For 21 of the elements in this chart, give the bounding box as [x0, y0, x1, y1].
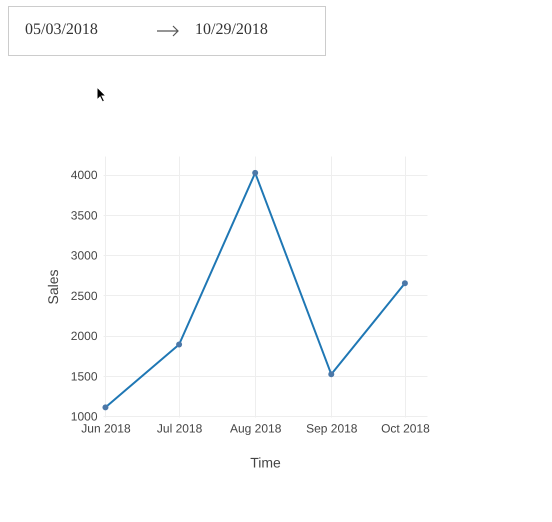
x-axis-title: Time	[250, 454, 282, 470]
y-tick-label: 3500	[70, 208, 98, 222]
x-tick-label: Jul 2018	[156, 422, 203, 436]
y-tick-label: 1000	[70, 410, 98, 424]
x-tick-label: Oct 2018	[381, 422, 430, 436]
x-tick-label: Jun 2018	[81, 422, 131, 436]
point	[102, 404, 108, 410]
point	[402, 280, 408, 286]
y-tick-label: 4000	[70, 168, 98, 182]
point	[176, 342, 182, 348]
point	[252, 170, 258, 176]
y-tick-label: 3000	[70, 248, 98, 263]
y-tick-label: 2500	[70, 288, 98, 303]
text: 05/03/2018	[25, 21, 98, 39]
point	[328, 371, 334, 378]
y-axis-title: Sales	[44, 269, 61, 305]
x-tick-label: Aug 2018	[230, 422, 282, 436]
y-tick-label: 1500	[70, 369, 98, 384]
y-tick-label: 2000	[70, 329, 98, 344]
x-tick-label: Sep 2018	[306, 422, 358, 436]
text: 10/29/2018	[195, 21, 268, 39]
